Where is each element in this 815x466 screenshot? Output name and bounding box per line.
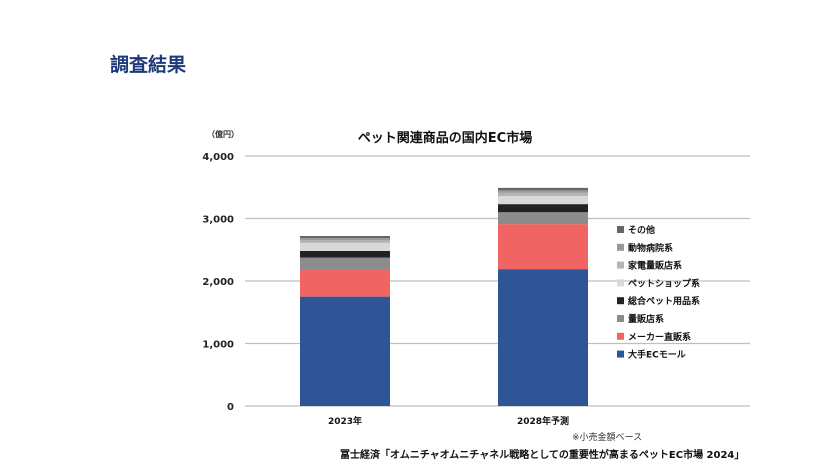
legend-label: 家電量販店系 [628,260,682,272]
bar-segment [498,196,588,205]
legend-swatch [617,315,624,322]
legend-swatch [617,297,624,305]
bar-segment [300,296,390,406]
legend-label: 大手ECモール [628,349,686,361]
bar-segment [300,238,390,241]
legend-label: 動物病院系 [628,242,673,254]
y-tick-label: 2,000 [202,277,234,288]
page-heading: 調査結果 [110,54,187,76]
bar-segment [498,212,588,225]
y-tick-label: 1,000 [202,340,234,351]
legend-swatch [617,332,624,340]
bar-segment [300,257,390,271]
legend-swatch [617,350,624,358]
bar-segment [498,224,588,270]
x-tick-label: 2028年予測 [517,415,569,427]
x-tick-label: 2023年 [328,415,362,427]
chart-title: ペット関連商品の国内EC市場 [358,130,532,146]
y-tick-label: 4,000 [202,152,234,163]
y-tick-label: 0 [227,402,234,413]
legend-label: 総合ペット用品系 [628,295,700,307]
legend-label: ペットショップ系 [628,277,700,289]
y-axis-unit: （億円） [207,129,239,139]
legend-label: メーカー直販系 [628,331,691,343]
legend-swatch [617,243,624,251]
bar-segment [498,192,588,196]
y-tick-label: 3,000 [202,215,234,226]
footnote: ※小売金額ベース [572,433,643,443]
bar-segment [300,251,390,258]
bar-segment [498,204,588,213]
bar-segment [300,242,390,251]
bar-segment [498,269,588,406]
legend-label: 量販店系 [628,313,664,325]
legend-swatch [617,261,624,269]
bar-segment [498,187,588,191]
bar-segment [300,240,390,243]
bar-segment [300,270,390,297]
legend-label: その他 [628,224,655,236]
legend-swatch [617,279,624,287]
bar-segment [300,236,390,239]
source-citation: 冨士経済「オムニチャオムニチャネル戦略としての重要性が高まるペットEC市場 20… [340,450,745,461]
legend-swatch [617,226,624,233]
bar-segment [498,190,588,193]
